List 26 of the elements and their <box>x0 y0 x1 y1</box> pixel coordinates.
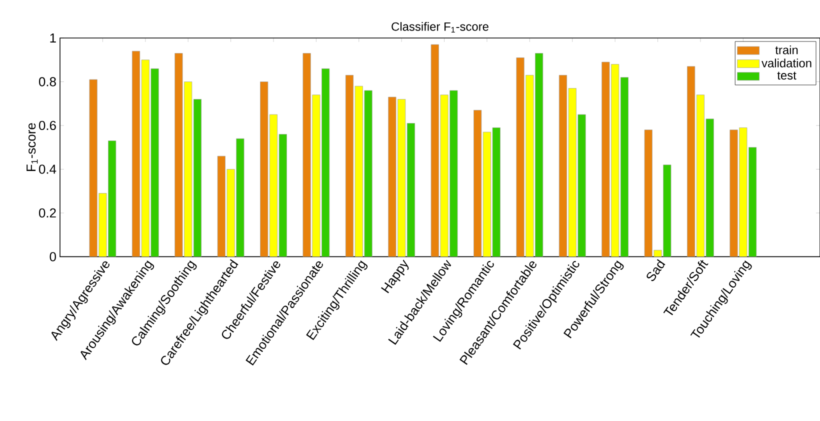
chart-title: Classifier F$_{1}$-score <box>392 22 488 32</box>
bar <box>269 114 278 257</box>
legend-label: train <box>775 45 798 54</box>
bar <box>98 193 107 257</box>
bar <box>226 169 235 257</box>
bar <box>696 94 705 257</box>
y-tick-label: 1 <box>50 34 56 42</box>
y-axis-title: F$_{1}$-score <box>26 123 38 172</box>
bar <box>440 94 448 257</box>
bar <box>526 74 534 257</box>
bar <box>312 94 320 257</box>
bar <box>398 99 406 257</box>
legend-label: validation <box>762 58 812 68</box>
y-tick-label: 0 <box>50 252 56 262</box>
bar <box>568 88 576 257</box>
bar <box>482 132 492 257</box>
y-tick-label: 0.8 <box>38 77 56 86</box>
bar <box>611 64 620 257</box>
bar <box>141 60 150 257</box>
legend-label: test <box>777 72 796 80</box>
y-tick-label: 0.6 <box>38 120 56 130</box>
bar <box>184 82 192 257</box>
bar <box>739 127 748 257</box>
y-tick-label: 0.4 <box>38 164 56 174</box>
bar <box>354 86 363 257</box>
y-tick-label: 0.2 <box>38 208 56 218</box>
